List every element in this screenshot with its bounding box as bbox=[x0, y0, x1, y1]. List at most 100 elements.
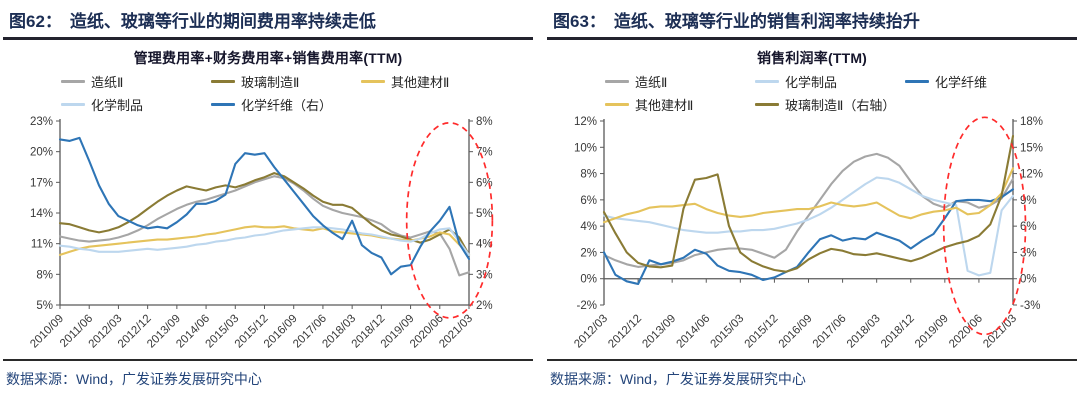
x-tick-label: 2021/03 bbox=[981, 313, 1019, 351]
legend-swatch bbox=[905, 80, 929, 83]
legend-swatch bbox=[211, 80, 235, 83]
legend-label: 玻璃制造Ⅱ（右轴） bbox=[785, 98, 896, 113]
divider-line bbox=[547, 359, 1077, 361]
series-line-huaxuezhipin bbox=[58, 226, 471, 256]
source-block: 数据来源：Wind，广发证券发展研究中心 bbox=[3, 359, 533, 400]
figure-title: 造纸、玻璃等行业的期间费用率持续走低 bbox=[69, 12, 376, 31]
y-tick-label-left: 12% bbox=[574, 116, 597, 128]
legend-swatch bbox=[605, 103, 629, 106]
y-tick-label-right: 4% bbox=[476, 239, 493, 251]
y-tick-label-left: 2% bbox=[580, 247, 597, 259]
y-tick-label-right: 6% bbox=[1020, 221, 1037, 233]
figure-number: 图63： bbox=[553, 12, 606, 31]
legend-item-jiancai: 其他建材Ⅱ bbox=[605, 95, 755, 114]
x-tick-label: 2014/06 bbox=[674, 313, 712, 351]
y-tick-label-left: 0% bbox=[580, 274, 597, 286]
source-note: 数据来源：Wind，广发证券发展研究中心 bbox=[550, 371, 806, 387]
series-line-huaxuexianwei bbox=[58, 136, 471, 276]
y-tick-label-left: -2% bbox=[577, 300, 597, 312]
divider-line bbox=[3, 359, 533, 361]
legend-item-jiancai: 其他建材Ⅱ bbox=[361, 72, 511, 91]
y-tick-label-right: -3% bbox=[1020, 300, 1040, 312]
highlight-ellipse bbox=[405, 121, 494, 319]
panel-fig62: 图62： 造纸、玻璃等行业的期间费用率持续走低 管理费用率+财务费用率+销售费用… bbox=[3, 0, 533, 400]
legend-swatch bbox=[211, 103, 235, 106]
source-block: 数据来源：Wind，广发证券发展研究中心 bbox=[547, 359, 1077, 400]
x-tick-label: 2018/12 bbox=[879, 313, 917, 351]
legend-label: 化学制品 bbox=[91, 98, 144, 113]
legend-item-boli: 玻璃制造Ⅱ（右轴） bbox=[755, 95, 905, 114]
legend-swatch bbox=[605, 80, 629, 83]
x-tick-label: 2017/06 bbox=[811, 313, 849, 351]
legend-label: 其他建材Ⅱ bbox=[391, 75, 450, 90]
y-tick-label-left: 6% bbox=[580, 195, 597, 207]
y-tick-label-left: 11% bbox=[31, 239, 53, 251]
x-tick-label: 2020/06 bbox=[947, 313, 985, 351]
chart-title: 管理费用率+财务费用率+销售费用率(TTM) bbox=[133, 50, 403, 66]
y-tick-label-right: 6% bbox=[476, 177, 493, 189]
series-line-boli bbox=[58, 172, 471, 256]
legend-item-zaozhi: 造纸Ⅱ bbox=[61, 72, 211, 91]
y-tick-label-left: 20% bbox=[30, 147, 53, 159]
legend-swatch bbox=[61, 80, 85, 83]
y-tick-label-left: 14% bbox=[30, 208, 53, 220]
legend-label: 其他建材Ⅱ bbox=[635, 98, 694, 113]
legend-item-huaxuexianwei: 化学纤维 bbox=[905, 72, 1055, 91]
y-tick-label-right: 0% bbox=[1020, 274, 1037, 286]
legend-item-boli: 玻璃制造Ⅱ bbox=[211, 72, 361, 91]
legend-item-huaxuezhipin: 化学制品 bbox=[61, 95, 211, 114]
legend-swatch bbox=[755, 103, 779, 106]
series-line-zaozhi bbox=[602, 152, 1015, 268]
y-tick-label-right: 5% bbox=[476, 208, 493, 220]
y-tick-label-left: 5% bbox=[36, 300, 53, 312]
highlight-ellipse bbox=[942, 116, 1027, 336]
legend-label: 化学纤维（右） bbox=[241, 98, 333, 113]
chart-legend: 造纸Ⅱ 化学制品 化学纤维其他建材Ⅱ 玻璃制造Ⅱ（右轴） bbox=[605, 72, 1067, 114]
legend-swatch bbox=[61, 103, 85, 106]
x-tick-label: 2018/03 bbox=[845, 313, 883, 351]
y-tick-label-right: 2% bbox=[476, 300, 493, 312]
expense-ratio-line-chart: 5%8%11%14%17%20%23%2%3%4%5%6%7%8%2010/09… bbox=[28, 116, 494, 351]
figure-header: 图63： 造纸、玻璃等行业的销售利润率持续抬升 bbox=[547, 0, 1077, 40]
series-line-jiancai bbox=[602, 167, 1015, 224]
y-tick-label-right: 3% bbox=[1020, 247, 1037, 259]
x-tick-label: 2012/12 bbox=[606, 313, 644, 351]
y-tick-label-right: 7% bbox=[476, 147, 493, 159]
legend-label: 造纸Ⅱ bbox=[635, 75, 668, 90]
x-tick-label: 2016/09 bbox=[777, 313, 815, 351]
legend-item-zaozhi: 造纸Ⅱ bbox=[605, 72, 755, 91]
y-tick-label-left: 8% bbox=[36, 269, 53, 281]
series-line-huaxuezhipin bbox=[602, 176, 1015, 277]
y-tick-label-right: 9% bbox=[1020, 195, 1037, 207]
y-tick-label-right: 8% bbox=[476, 116, 493, 128]
legend-swatch bbox=[755, 80, 779, 83]
x-tick-label: 2019/09 bbox=[913, 313, 951, 351]
source-note: 数据来源：Wind，广发证券发展研究中心 bbox=[6, 371, 262, 387]
x-tick-label: 2012/03 bbox=[572, 313, 610, 351]
x-tick-label: 2015/12 bbox=[743, 313, 781, 351]
legend-label: 化学纤维 bbox=[935, 75, 988, 90]
y-tick-label-left: 8% bbox=[580, 169, 597, 181]
y-tick-label-right: 18% bbox=[1020, 116, 1043, 128]
legend-label: 玻璃制造Ⅱ bbox=[241, 75, 300, 90]
legend-label: 造纸Ⅱ bbox=[91, 75, 124, 90]
y-tick-label-left: 17% bbox=[30, 177, 53, 189]
figure-title: 造纸、玻璃等行业的销售利润率持续抬升 bbox=[613, 12, 920, 31]
x-tick-label: 2015/03 bbox=[709, 313, 747, 351]
legend-item-huaxuezhipin: 化学制品 bbox=[755, 72, 905, 91]
legend-item-huaxuexianwei: 化学纤维（右） bbox=[211, 95, 361, 114]
figure-number: 图62： bbox=[9, 12, 62, 31]
legend-label: 化学制品 bbox=[785, 75, 838, 90]
y-tick-label-left: 4% bbox=[580, 221, 597, 233]
panel-fig63: 图63： 造纸、玻璃等行业的销售利润率持续抬升 销售利润率(TTM) 造纸Ⅱ 化学… bbox=[547, 0, 1077, 400]
legend-swatch bbox=[361, 80, 385, 83]
profit-margin-line-chart: -2% 0% 2% 4% 6% 8% 10% 12% -3% 0% 3% 6% 9% 12% 15% 18% 2… bbox=[572, 116, 1043, 351]
y-tick-label-right: 12% bbox=[1020, 169, 1043, 181]
figure-header: 图62： 造纸、玻璃等行业的期间费用率持续走低 bbox=[3, 0, 533, 40]
chart-title: 销售利润率(TTM) bbox=[756, 50, 868, 66]
y-tick-label-left: 10% bbox=[574, 142, 597, 154]
y-tick-label-right: 15% bbox=[1020, 142, 1043, 154]
chart-legend: 造纸Ⅱ 玻璃制造Ⅱ 其他建材Ⅱ 化学制品 化学纤维（右） bbox=[61, 72, 523, 114]
y-tick-label-left: 23% bbox=[30, 116, 53, 128]
